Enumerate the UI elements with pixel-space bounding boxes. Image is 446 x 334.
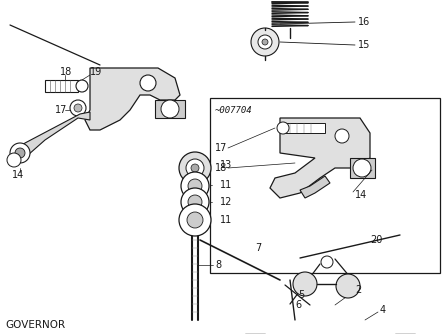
- Circle shape: [140, 75, 156, 91]
- Polygon shape: [270, 118, 370, 198]
- Circle shape: [187, 212, 203, 228]
- Text: 5: 5: [298, 290, 304, 300]
- Text: 17: 17: [55, 105, 67, 115]
- Polygon shape: [300, 176, 330, 198]
- Text: 18: 18: [60, 67, 72, 77]
- Text: ~007704: ~007704: [215, 106, 252, 115]
- Circle shape: [76, 80, 88, 92]
- Text: 6: 6: [295, 300, 301, 310]
- Polygon shape: [285, 123, 325, 133]
- Text: 8: 8: [215, 260, 221, 270]
- Text: 14: 14: [12, 170, 24, 180]
- Circle shape: [186, 159, 204, 177]
- Bar: [210, 98, 440, 273]
- Polygon shape: [18, 112, 90, 158]
- Circle shape: [188, 179, 202, 193]
- Text: 11: 11: [220, 215, 232, 225]
- Text: 11: 11: [220, 180, 232, 190]
- Text: 16: 16: [358, 17, 370, 27]
- Text: 13: 13: [220, 160, 232, 170]
- Circle shape: [251, 28, 279, 56]
- Circle shape: [161, 100, 179, 118]
- Circle shape: [277, 122, 289, 134]
- Circle shape: [10, 143, 30, 163]
- Text: 15: 15: [358, 40, 370, 50]
- Text: GOVERNOR: GOVERNOR: [5, 320, 65, 330]
- Text: 19: 19: [90, 67, 102, 77]
- Text: 20: 20: [370, 235, 382, 245]
- Circle shape: [191, 164, 199, 172]
- Circle shape: [293, 272, 317, 296]
- Circle shape: [179, 204, 211, 236]
- Circle shape: [321, 256, 333, 268]
- Circle shape: [188, 195, 202, 209]
- Circle shape: [335, 129, 349, 143]
- Text: 7: 7: [255, 243, 261, 253]
- Circle shape: [258, 35, 272, 49]
- Circle shape: [70, 100, 86, 116]
- Text: 17: 17: [215, 143, 227, 153]
- Text: 12: 12: [220, 197, 232, 207]
- Polygon shape: [85, 68, 180, 130]
- Circle shape: [336, 274, 360, 298]
- Polygon shape: [350, 158, 375, 178]
- Polygon shape: [155, 100, 185, 118]
- Text: 2: 2: [355, 285, 361, 295]
- Circle shape: [353, 159, 371, 177]
- Text: 4: 4: [380, 305, 386, 315]
- Circle shape: [15, 148, 25, 158]
- Text: 14: 14: [355, 190, 367, 200]
- Circle shape: [181, 188, 209, 216]
- Circle shape: [74, 104, 82, 112]
- Circle shape: [7, 153, 21, 167]
- Circle shape: [181, 172, 209, 200]
- Polygon shape: [45, 80, 78, 92]
- Circle shape: [179, 152, 211, 184]
- Circle shape: [262, 39, 268, 45]
- Text: 18: 18: [215, 163, 227, 173]
